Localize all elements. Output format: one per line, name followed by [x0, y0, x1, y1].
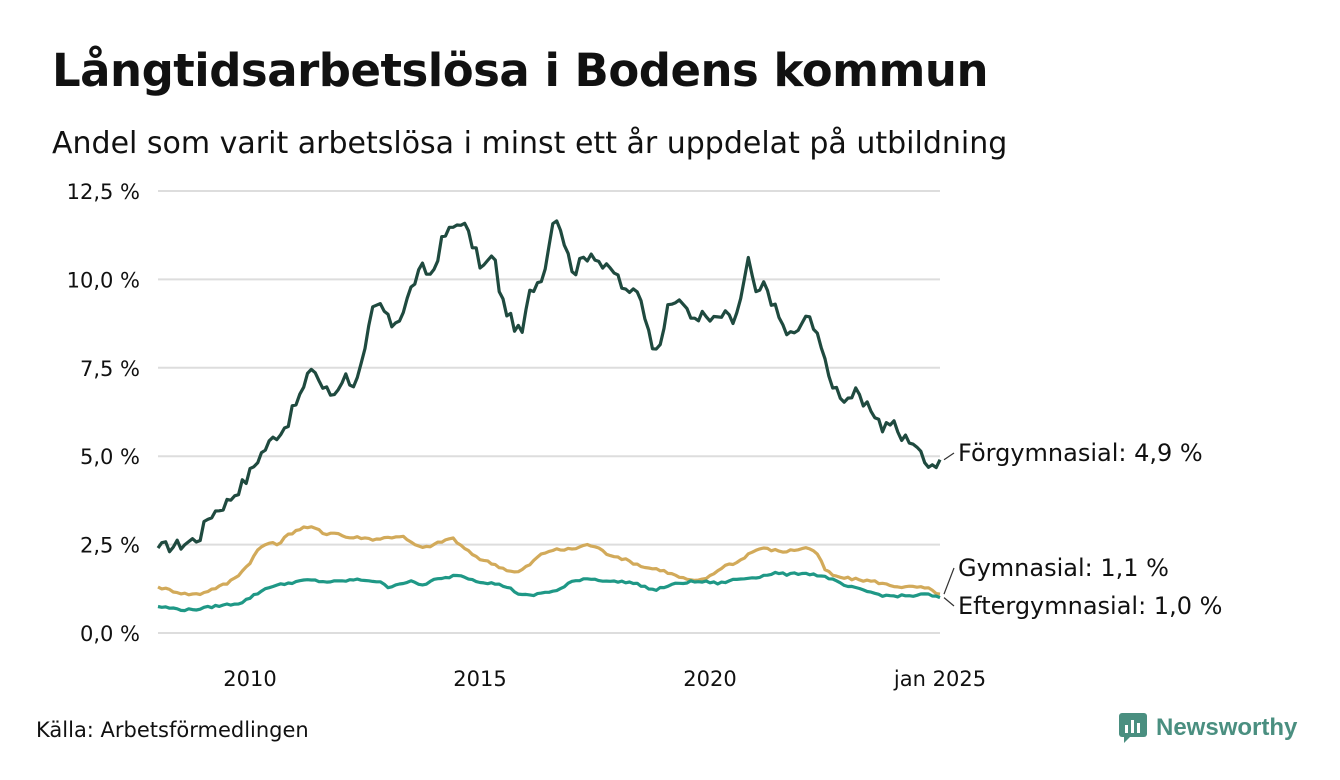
y-tick-label: 2,5 %: [80, 534, 140, 558]
x-tick-label: 2010: [223, 667, 276, 691]
page-title: Långtidsarbetslösa i Bodens kommun: [52, 44, 988, 97]
label-leader-line: [943, 452, 955, 461]
newsworthy-logo-icon: [1119, 713, 1147, 743]
y-tick-label: 5,0 %: [80, 445, 140, 469]
label-leader-line: [943, 597, 955, 607]
series-label-gymnasial: Gymnasial: 1,1 %: [958, 554, 1169, 582]
chart-subtitle: Andel som varit arbetslösa i minst ett å…: [52, 126, 1008, 161]
y-tick-label: 7,5 %: [80, 357, 140, 381]
series-line-förgymnasial: [156, 219, 942, 554]
series-label-eftergymnasial: Eftergymnasial: 1,0 %: [958, 592, 1222, 620]
series-labels: Förgymnasial: 4,9 % Gymnasial: 1,1 % Efter…: [943, 439, 1222, 620]
series-line-eftergymnasial: [157, 570, 941, 613]
y-tick-label: 10,0 %: [67, 268, 140, 292]
brand-name: Newsworthy: [1156, 714, 1298, 741]
series-lines: [156, 219, 942, 613]
source-note: Källa: Arbetsförmedlingen: [36, 718, 309, 742]
series-line-gymnasial: [157, 525, 941, 597]
series-label-förgymnasial: Förgymnasial: 4,9 %: [958, 439, 1203, 467]
axis-labels: 0,0 % 2,5 % 5,0 % 7,5 % 10,0 % 12,5 % 2010 2015…: [67, 180, 986, 691]
line-chart: Förgymnasial: 4,9 % Gymnasial: 1,1 % Efter…: [67, 180, 1223, 691]
label-leader-line: [943, 567, 955, 595]
y-tick-label: 0,0 %: [80, 622, 140, 646]
x-tick-label: 2015: [453, 667, 506, 691]
grid-lines: [158, 190, 940, 634]
x-tick-label: jan 2025: [893, 667, 986, 691]
brand[interactable]: Newsworthy: [1118, 712, 1297, 744]
x-tick-label: 2020: [683, 667, 736, 691]
y-tick-label: 12,5 %: [67, 180, 140, 204]
